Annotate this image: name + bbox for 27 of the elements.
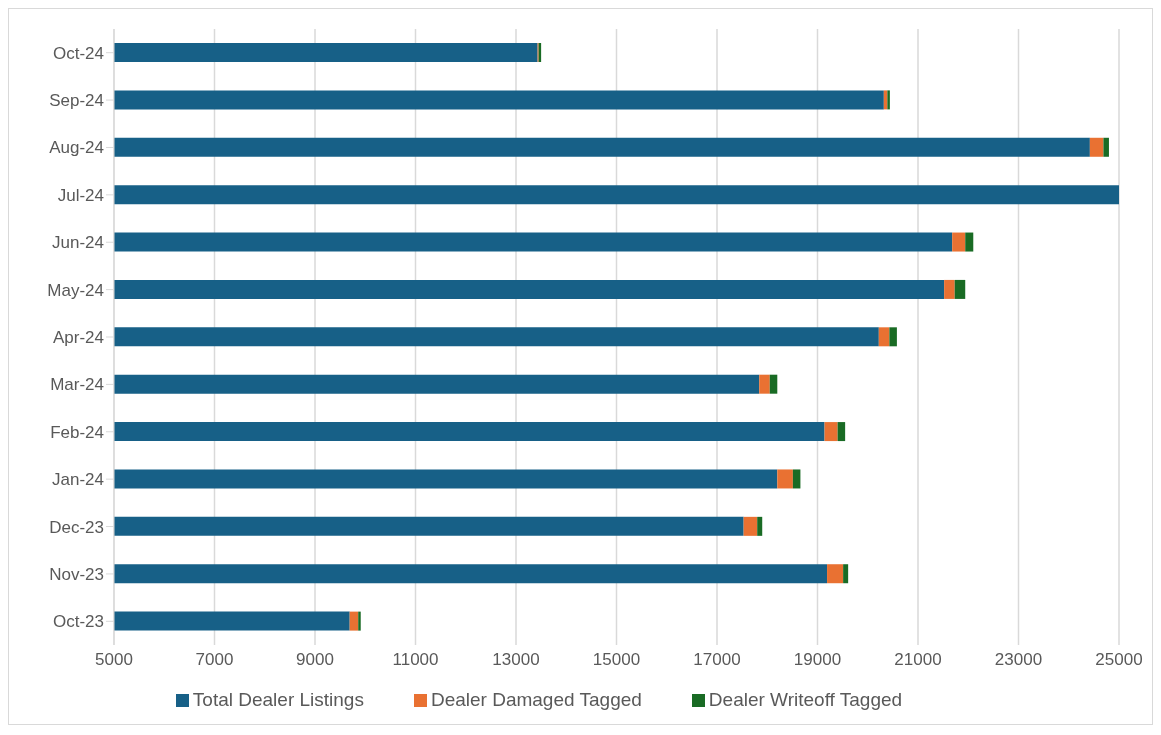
legend-label: Dealer Writeoff Tagged — [708, 689, 903, 710]
y-tick-label: Sep-24 — [49, 91, 104, 111]
y-tick-label: Nov-23 — [49, 564, 104, 584]
x-tick-label: 23000 — [994, 650, 1043, 670]
y-tick-label: Aug-24 — [49, 138, 104, 158]
x-tick-label: 21000 — [894, 650, 942, 670]
y-tick-label: Jun-24 — [52, 233, 104, 253]
y-tick-label: Mar-24 — [50, 375, 104, 395]
y-tick-label: May-24 — [47, 280, 104, 300]
y-tick-label: Dec-23 — [49, 517, 104, 537]
x-tick-label: 25000 — [1095, 650, 1143, 670]
x-tick-label: 19000 — [793, 650, 842, 670]
x-tick-label: 7000 — [195, 650, 234, 670]
x-tick-label: 5000 — [95, 650, 133, 670]
y-tick-label: Oct-23 — [52, 612, 104, 632]
x-tick-label: 13000 — [492, 650, 540, 670]
x-tick-label: 15000 — [592, 650, 641, 670]
y-tick-label: Apr-24 — [52, 328, 104, 348]
y-tick-label: Feb-24 — [50, 422, 104, 442]
y-tick-label: Jan-24 — [52, 470, 104, 490]
x-tick-label: 11000 — [392, 650, 439, 670]
legend-label: Dealer Damaged Tagged — [430, 689, 642, 710]
x-tick-label: 17000 — [693, 650, 741, 670]
x-tick-label: 9000 — [296, 650, 334, 670]
y-tick-label: Oct-24 — [52, 43, 104, 63]
legend-label: Total Dealer Listings — [192, 689, 364, 710]
y-tick-label: Jul-24 — [57, 185, 104, 205]
